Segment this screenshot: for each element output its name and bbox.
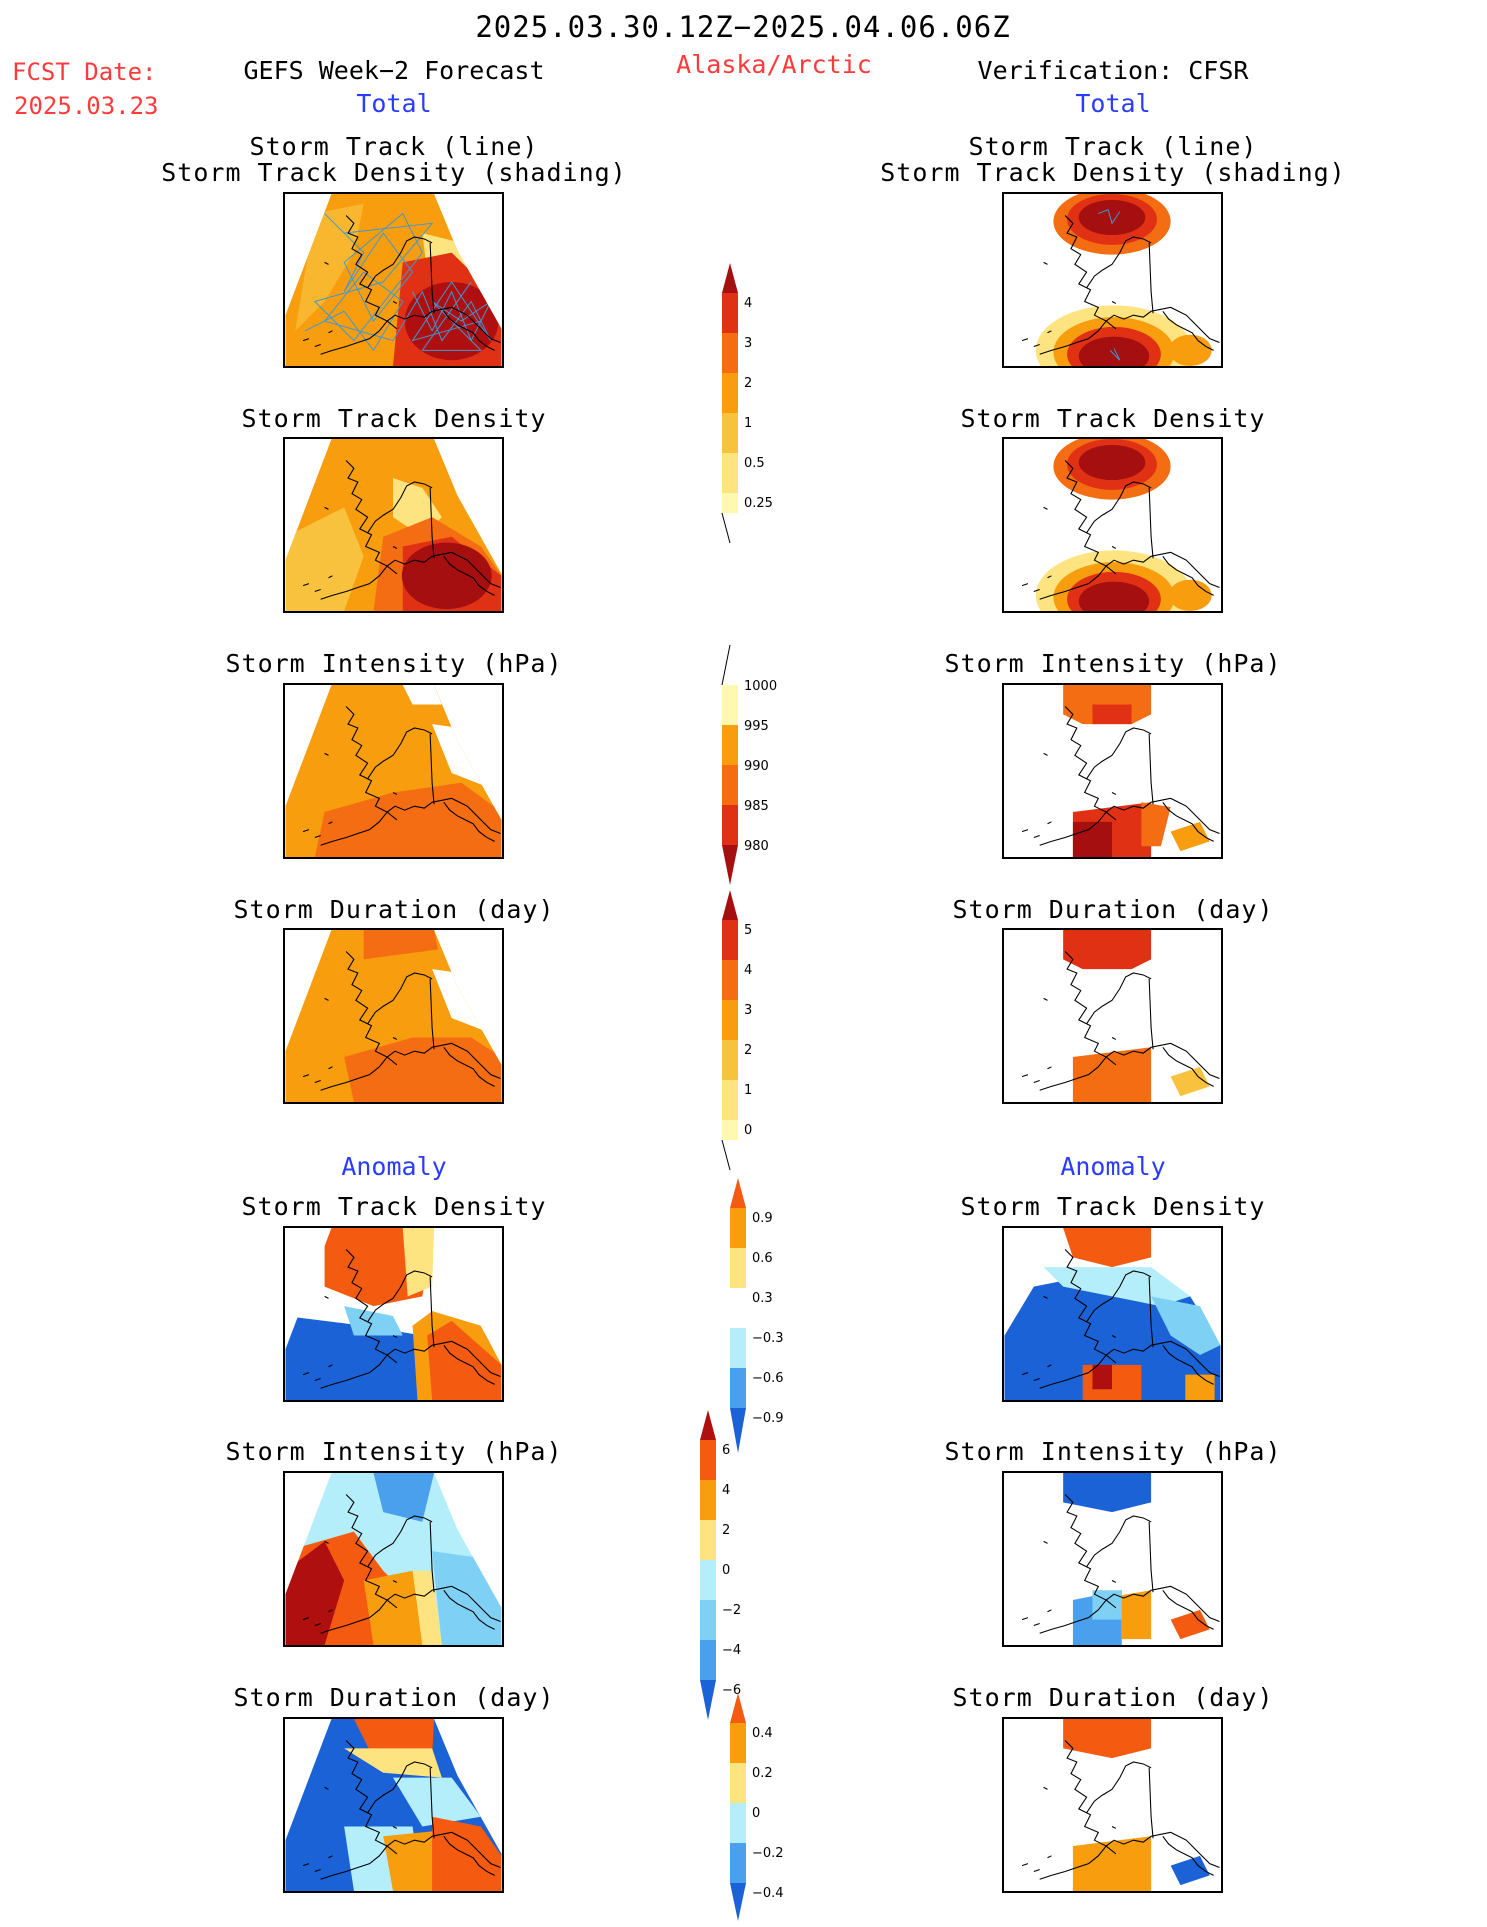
cbar-tick: −0.4 [752,1886,784,1901]
fcst-date-value: 2025.03.23 [14,92,159,120]
title-right-track-density-shading: Storm Track Density (shading) [880,158,1346,187]
cbar-tick: −0.6 [752,1371,784,1386]
map-cfsr-storm-track [1002,192,1223,368]
region-title: Alaska/Arctic [676,50,872,79]
fcst-date-label: FCST Date: [12,58,157,86]
map-cfsr-intensity [1002,683,1223,859]
cbar-tick: 0.3 [752,1291,773,1306]
cbar-tick: 0.2 [752,1766,773,1781]
map-gefs-storm-track [283,192,504,368]
title-left-track-line: Storm Track (line) [249,132,539,161]
cbar-tick: 1 [744,1083,752,1098]
cbar-tick: 2 [722,1523,730,1538]
map-cfsr-anom-track-density [1002,1226,1223,1402]
map-cfsr-track-density [1002,437,1223,613]
map-gefs-anom-track-density [283,1226,504,1402]
cbar-tick: −4 [722,1643,741,1658]
right-column-title: Verification: CFSR [977,56,1249,85]
title-right-track-density: Storm Track Density [960,404,1266,433]
colorbar-total-duration: 5 4 3 2 1 0 [721,890,782,1174]
title-right-anom-duration: Storm Duration (day) [952,1683,1274,1712]
cbar-tick: 990 [744,759,769,774]
cbar-tick: 2 [744,376,752,391]
cbar-tick: −0.2 [752,1846,784,1861]
map-cfsr-anom-duration [1002,1717,1223,1893]
cbar-tick: −2 [722,1603,741,1618]
title-right-anom-intensity: Storm Intensity (hPa) [944,1437,1282,1466]
date-range-title: 2025.03.30.12Z−2025.04.06.06Z [475,10,1011,44]
map-gefs-anom-intensity [283,1471,504,1647]
colorbar-anomaly-duration: 0.4 0.2 0 −0.2 −0.4 [730,1693,790,1927]
cbar-tick: 1 [744,416,752,431]
cbar-tick: 1000 [744,679,777,694]
cbar-tick: 0 [744,1123,752,1138]
title-left-track-density: Storm Track Density [241,404,547,433]
left-column-title: GEFS Week−2 Forecast [243,56,545,85]
cbar-tick: 3 [744,1003,752,1018]
map-cfsr-duration [1002,928,1223,1104]
title-left-track-density-shading: Storm Track Density (shading) [161,158,627,187]
cbar-tick: 0.5 [744,456,765,471]
cbar-tick: 4 [744,296,752,311]
cbar-tick: 6 [722,1443,730,1458]
right-total-label: Total [1075,89,1151,118]
cbar-tick: 0 [752,1806,760,1821]
cbar-tick: 0.4 [752,1726,773,1741]
cbar-tick: 0 [722,1563,730,1578]
map-gefs-track-density [283,437,504,613]
cbar-tick: 4 [744,963,752,978]
cbar-tick: −0.3 [752,1331,784,1346]
cbar-tick: 3 [744,336,752,351]
cbar-tick: 0.25 [744,496,773,511]
cbar-tick: 985 [744,799,769,814]
colorbar-anomaly-density: 0.9 0.6 0.3 −0.3 −0.6 −0.9 [730,1178,790,1464]
right-anomaly-label: Anomaly [1060,1152,1166,1181]
cbar-tick: 0.9 [752,1211,773,1226]
title-left-duration: Storm Duration (day) [233,895,555,924]
left-anomaly-label: Anomaly [341,1152,447,1181]
map-gefs-anom-duration [283,1717,504,1893]
title-left-anom-track-density: Storm Track Density [241,1192,547,1221]
map-cfsr-anom-intensity [1002,1471,1223,1647]
map-gefs-intensity [283,683,504,859]
cbar-tick: −6 [722,1683,741,1698]
cbar-tick: 995 [744,719,769,734]
title-left-anom-intensity: Storm Intensity (hPa) [225,1437,563,1466]
colorbar-total-density: 4 3 2 1 0.5 0.25 [721,263,782,547]
cbar-tick: 4 [722,1483,730,1498]
cbar-tick: 980 [744,839,769,854]
cbar-tick: 0.6 [752,1251,773,1266]
title-right-intensity: Storm Intensity (hPa) [944,649,1282,678]
left-total-label: Total [356,89,432,118]
title-right-duration: Storm Duration (day) [952,895,1274,924]
colorbar-total-intensity: 1000 995 990 985 980 [721,644,782,889]
title-right-anom-track-density: Storm Track Density [960,1192,1266,1221]
title-left-anom-duration: Storm Duration (day) [233,1683,555,1712]
title-left-intensity: Storm Intensity (hPa) [225,649,563,678]
cbar-tick: 5 [744,923,752,938]
map-gefs-duration [283,928,504,1104]
title-right-track-line: Storm Track (line) [968,132,1258,161]
colorbar-anomaly-intensity: 6 4 2 0 −2 −4 −6 [700,1410,760,1724]
cbar-tick: 2 [744,1043,752,1058]
cbar-tick: −0.9 [752,1411,784,1426]
